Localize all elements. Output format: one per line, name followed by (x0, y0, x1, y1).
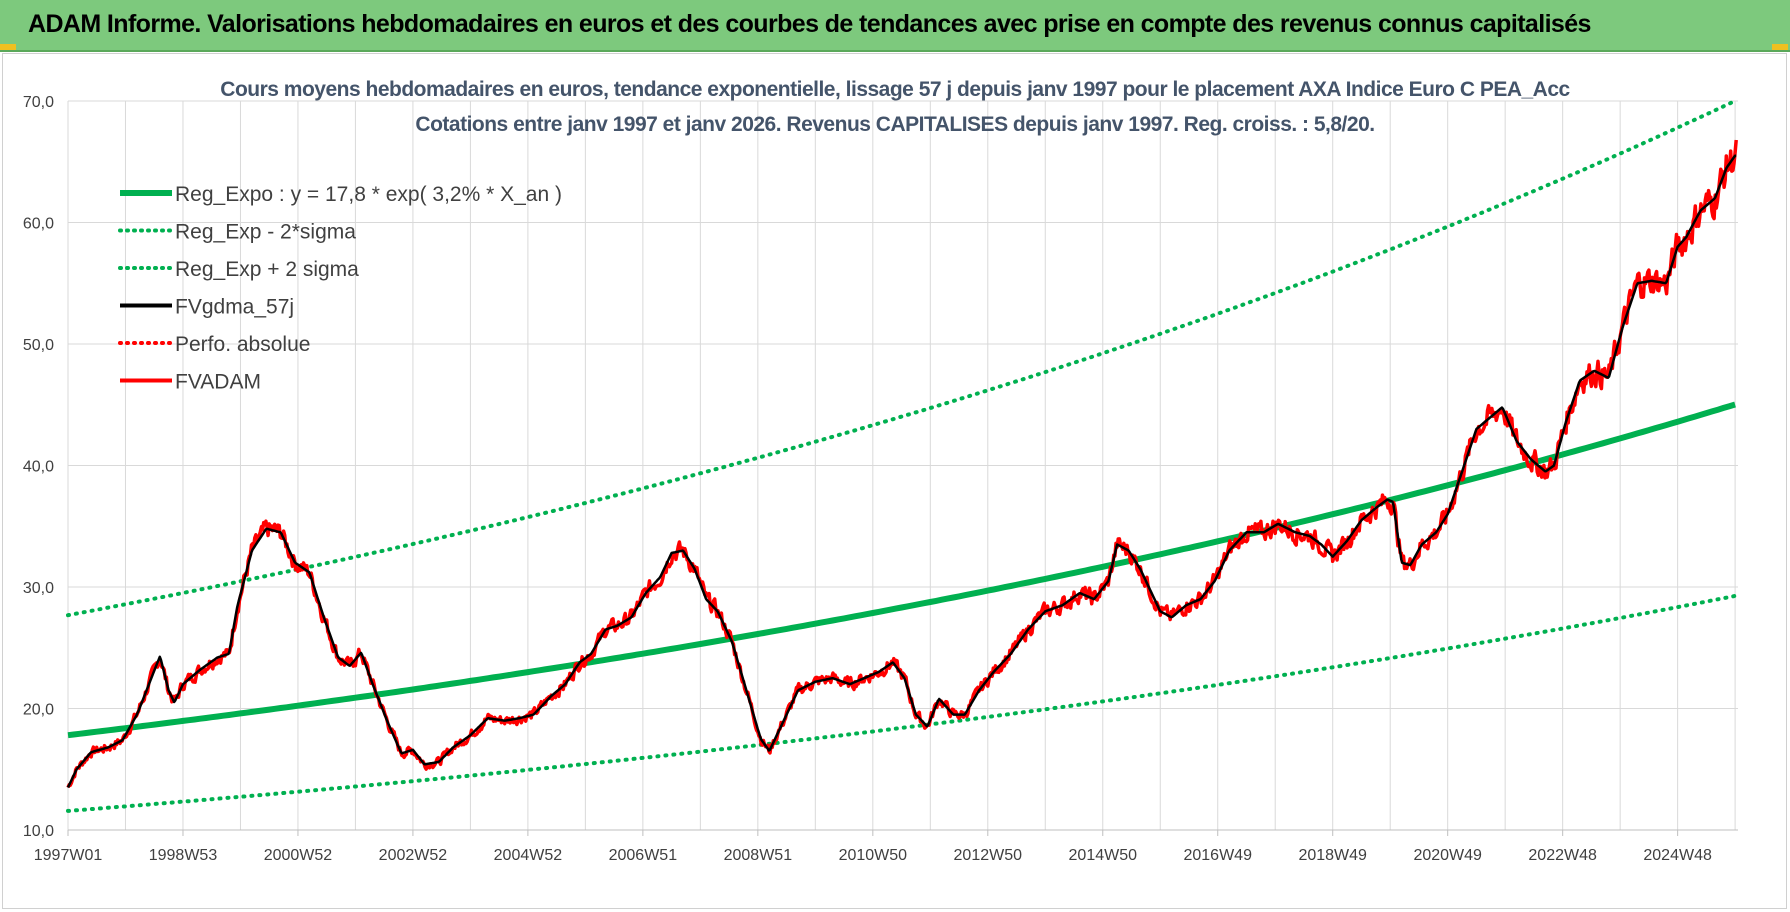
x-tick-label: 2018W49 (1298, 847, 1367, 864)
chart-title-line-1: Cours moyens hebdomadaires en euros, ten… (220, 78, 1570, 101)
x-tick-label: 2002W52 (379, 847, 448, 864)
legend-label: FVADAM (175, 371, 261, 394)
legend: Reg_Expo : y = 17,8 * exp( 3,2% * X_an )… (118, 183, 562, 394)
series-reg-exp-minus-2-sigma (66, 593, 1738, 813)
y-tick-label: 30,0 (23, 580, 54, 597)
series-area (66, 98, 1738, 813)
x-tick-label: 2012W50 (954, 847, 1023, 864)
corner-marker-right (1772, 44, 1788, 50)
x-tick-label: 2020W49 (1413, 847, 1482, 864)
y-tick-label: 50,0 (23, 337, 54, 354)
x-tick-label: 1997W01 (34, 847, 103, 864)
y-tick-label: 70,0 (23, 94, 54, 111)
x-tick-label: 2010W50 (839, 847, 908, 864)
chart-title-line-2: Cotations entre janv 1997 et janv 2026. … (415, 113, 1374, 136)
chart-frame (2, 53, 1787, 909)
y-tick-label: 10,0 (23, 823, 54, 840)
header-title: ADAM Informe. Valorisations hebdomadaire… (28, 10, 1591, 38)
x-tick-label: 2008W51 (724, 847, 793, 864)
legend-label: Reg_Exp + 2 sigma (175, 258, 359, 281)
x-tick-label: 2004W52 (494, 847, 563, 864)
x-tick-label: 2024W48 (1643, 847, 1712, 864)
x-tick-label: 1998W53 (149, 847, 218, 864)
x-tick-label: 2022W48 (1528, 847, 1597, 864)
legend-label: Reg_Expo : y = 17,8 * exp( 3,2% * X_an ) (175, 183, 562, 206)
x-tick-label: 2014W50 (1069, 847, 1138, 864)
x-tick-label: 2000W52 (264, 847, 333, 864)
series-reg-expo (67, 401, 1736, 739)
header-bar: ADAM Informe. Valorisations hebdomadaire… (0, 0, 1790, 52)
x-tick-label: 2016W49 (1183, 847, 1252, 864)
axes: 10,0 20,0 30,0 40,0 50,0 60,0 70,0 1997W01 1998W… (23, 94, 1738, 864)
series-reg-exp-plus-2-sigma (66, 98, 1738, 618)
y-tick-label: 20,0 (23, 702, 54, 719)
legend-label: FVgdma_57j (175, 296, 294, 319)
x-tick-label: 2006W51 (609, 847, 678, 864)
corner-marker-left (0, 44, 16, 50)
series-fvgdma-57j (66, 154, 1737, 789)
y-tick-label: 60,0 (23, 216, 54, 233)
y-tick-label: 40,0 (23, 459, 54, 476)
legend-label: Perfo. absolue (175, 333, 310, 356)
legend-label: Reg_Exp - 2*sigma (175, 221, 356, 244)
chart-title: Cours moyens hebdomadaires en euros, ten… (220, 78, 1571, 136)
